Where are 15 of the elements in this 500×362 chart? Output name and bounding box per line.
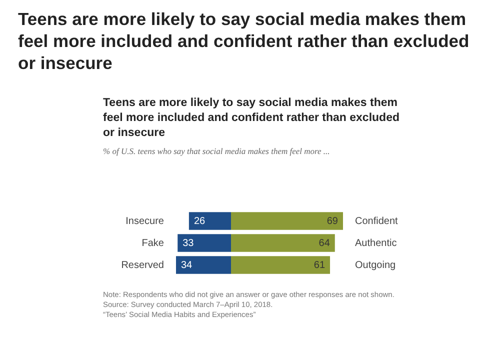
data-label: 61 — [314, 260, 326, 271]
y-tick-label: Insecure — [126, 216, 164, 227]
text: % of U.S. teens who say that social media makes them feel more ... — [103, 146, 330, 156]
y-tick-label: Confident — [355, 216, 398, 227]
data-label: 34 — [181, 260, 193, 271]
data-label: 69 — [326, 216, 338, 227]
data-label: 26 — [194, 216, 206, 227]
data-label: 33 — [182, 238, 194, 249]
y-tick-label: Reserved — [121, 260, 164, 271]
data-label: 64 — [318, 238, 330, 249]
y-tick-label: Outgoing — [355, 260, 396, 271]
y-tick-label: Fake — [142, 238, 164, 249]
chart-subtitle: Teens are more likely to say social media makes them feel more included and confident rather than excluded or insecure — [103, 96, 400, 141]
chart-title: Teens are more likely to say social media makes them feel more included and confident rather than excluded or insecure — [18, 8, 470, 74]
y-tick-label: Authentic — [355, 238, 397, 249]
